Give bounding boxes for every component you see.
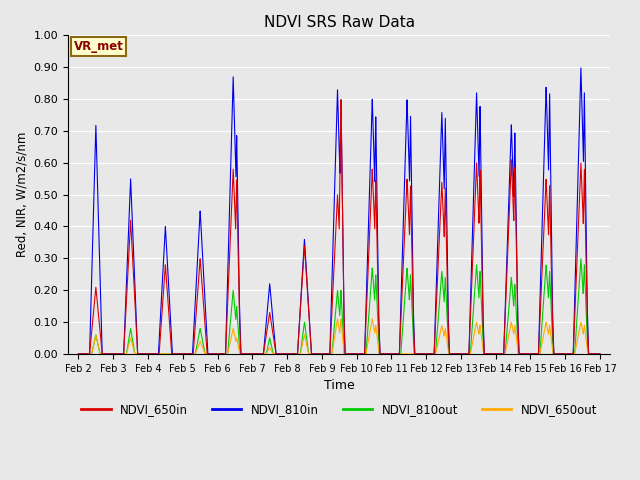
X-axis label: Time: Time [324,379,355,392]
Title: NDVI SRS Raw Data: NDVI SRS Raw Data [264,15,415,30]
Text: VR_met: VR_met [74,40,124,53]
Legend: NDVI_650in, NDVI_810in, NDVI_810out, NDVI_650out: NDVI_650in, NDVI_810in, NDVI_810out, NDV… [77,398,602,420]
Y-axis label: Red, NIR, W/m2/s/nm: Red, NIR, W/m2/s/nm [15,132,28,257]
